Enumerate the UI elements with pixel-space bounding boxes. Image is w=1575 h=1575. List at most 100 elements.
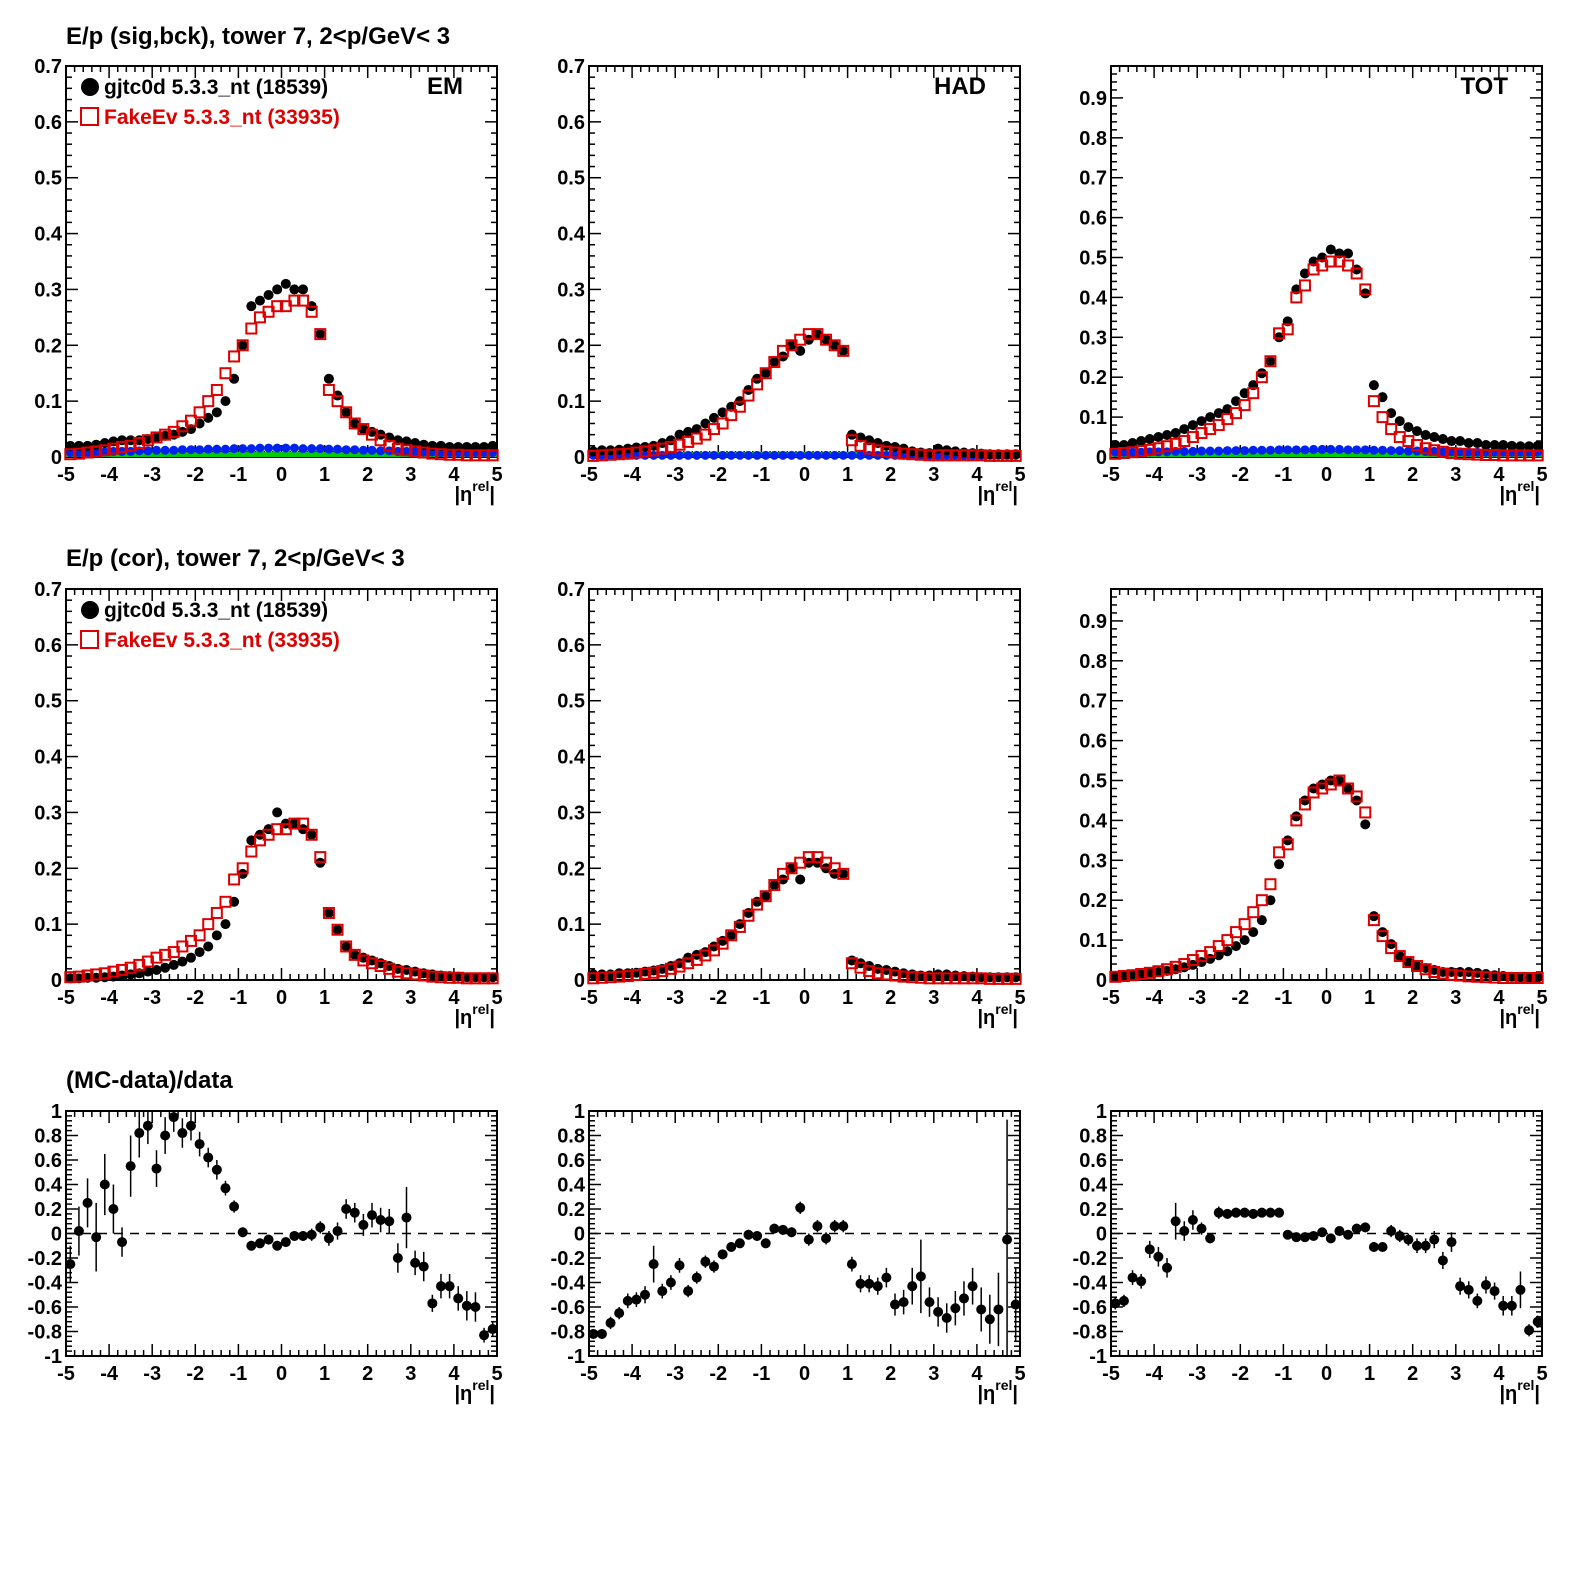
x-tick-label: -4 bbox=[100, 987, 119, 1009]
mc-point bbox=[219, 895, 232, 908]
x-axis-label-sup: rel bbox=[1517, 1377, 1534, 1393]
data-point bbox=[392, 1253, 403, 1263]
data-point bbox=[1463, 438, 1474, 449]
data-point bbox=[717, 407, 728, 418]
x-tick-label: -1 bbox=[230, 464, 248, 486]
data-point bbox=[211, 1164, 222, 1175]
mc-point bbox=[1505, 449, 1518, 462]
background-point bbox=[341, 445, 351, 455]
data-point bbox=[898, 1297, 909, 1308]
mc-point bbox=[1428, 444, 1441, 457]
data-point bbox=[1256, 368, 1267, 379]
x-tick-label: -3 bbox=[666, 1363, 684, 1385]
y-tick-label: 0 bbox=[574, 1224, 585, 1246]
data-point bbox=[194, 947, 205, 958]
data-point bbox=[864, 1278, 875, 1289]
mc-point bbox=[486, 449, 499, 462]
data-point bbox=[194, 1139, 205, 1150]
data-point bbox=[401, 436, 412, 447]
data-point bbox=[726, 930, 737, 941]
mc-point bbox=[1247, 387, 1260, 400]
mc-point bbox=[90, 445, 103, 458]
x-axis-label-bar: |η bbox=[1499, 1383, 1517, 1405]
x-tick-label: 1 bbox=[1364, 1363, 1375, 1385]
data-point bbox=[1299, 268, 1310, 279]
data-point bbox=[1412, 961, 1423, 972]
y-tick-label: 0.1 bbox=[557, 391, 585, 413]
y-tick-label: -0.2 bbox=[551, 1248, 585, 1270]
background-point bbox=[100, 447, 110, 457]
data-point bbox=[821, 1233, 832, 1244]
data-point bbox=[280, 278, 291, 289]
data-point bbox=[151, 432, 162, 443]
background-point bbox=[186, 445, 196, 455]
background-point bbox=[410, 446, 420, 456]
x-tick-label: -4 bbox=[100, 1363, 119, 1385]
data-point bbox=[1343, 783, 1354, 794]
data-point bbox=[263, 1234, 274, 1245]
y-tick-label: 0.2 bbox=[1079, 367, 1107, 389]
data-point bbox=[700, 418, 711, 429]
x-tick-label: -4 bbox=[100, 464, 119, 486]
data-point bbox=[1136, 1276, 1147, 1287]
mc-point bbox=[639, 445, 652, 458]
mc-point bbox=[1505, 972, 1518, 985]
mc-point bbox=[417, 969, 430, 982]
data-point bbox=[1351, 264, 1362, 275]
data-point bbox=[1002, 1234, 1013, 1245]
background-point bbox=[683, 450, 693, 460]
background-point bbox=[1343, 445, 1353, 455]
data-point bbox=[924, 1297, 935, 1308]
x-tick-label: -2 bbox=[1231, 464, 1249, 486]
mc-point bbox=[613, 448, 626, 461]
mc-point bbox=[124, 439, 137, 452]
data-point bbox=[1506, 1300, 1517, 1311]
plot-frame bbox=[588, 588, 1021, 981]
data-point bbox=[1506, 971, 1517, 982]
background-point bbox=[1291, 445, 1301, 455]
mc-point bbox=[1117, 447, 1130, 460]
data-point bbox=[717, 1249, 728, 1260]
x-tick-label: -5 bbox=[57, 464, 75, 486]
mc-point bbox=[1514, 972, 1527, 985]
mc-point bbox=[1488, 449, 1501, 462]
data-point bbox=[786, 340, 797, 351]
data-point bbox=[1325, 775, 1336, 786]
data-point bbox=[950, 446, 961, 457]
mc-point bbox=[897, 447, 910, 460]
data-point bbox=[1463, 1284, 1474, 1295]
mc-point bbox=[1161, 440, 1174, 453]
data-point bbox=[1377, 1241, 1388, 1252]
background-point bbox=[709, 450, 719, 460]
mc-point bbox=[1497, 449, 1510, 462]
data-point bbox=[803, 1234, 814, 1245]
mc-point bbox=[193, 406, 206, 419]
mc-point bbox=[1298, 279, 1311, 292]
background-point bbox=[229, 444, 239, 454]
mc-point bbox=[383, 439, 396, 452]
x-tick-label: -1 bbox=[1275, 464, 1293, 486]
x-tick-label: -2 bbox=[709, 1363, 727, 1385]
mc-point bbox=[880, 968, 893, 981]
x-tick-label: -1 bbox=[230, 987, 248, 1009]
x-axis-label: |ηrel| bbox=[454, 478, 495, 506]
data-point bbox=[1368, 380, 1379, 391]
data-point bbox=[1144, 434, 1155, 445]
background-point bbox=[1179, 446, 1189, 456]
x-tick-label: 2 bbox=[885, 987, 896, 1009]
x-tick-label: 5 bbox=[1014, 1363, 1025, 1385]
data-point bbox=[1153, 967, 1164, 978]
x-axis-label: |ηrel| bbox=[1499, 1377, 1540, 1405]
background-point bbox=[675, 450, 685, 460]
mc-point bbox=[1454, 969, 1467, 982]
mc-point bbox=[478, 449, 491, 462]
data-point bbox=[941, 1313, 952, 1324]
data-point bbox=[168, 1112, 179, 1123]
x-tick-label: 2 bbox=[362, 464, 373, 486]
x-axis-label-bar: |η bbox=[1499, 1007, 1517, 1029]
x-tick-label: 1 bbox=[1364, 987, 1375, 1009]
row-title-sig-bck: E/p (sig,bck), tower 7, 2<p/GeV< 3 bbox=[66, 23, 450, 50]
data-point bbox=[1144, 1244, 1155, 1255]
background-point bbox=[272, 443, 282, 453]
x-axis-label-bar: |η bbox=[977, 1383, 995, 1405]
